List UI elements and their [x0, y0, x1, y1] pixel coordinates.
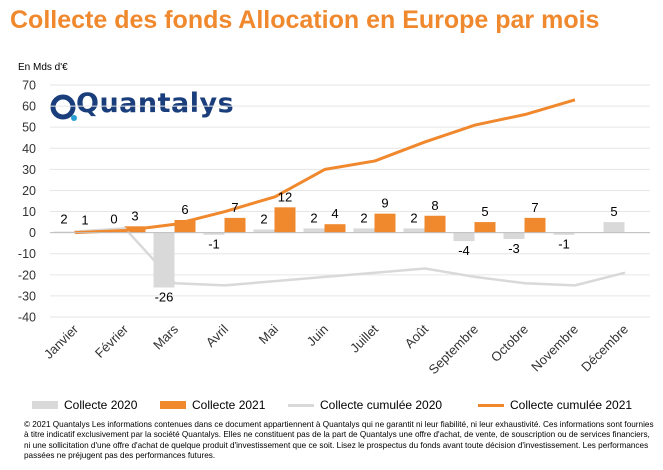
- x-category-label: Octobre: [488, 322, 531, 365]
- bar-collecte-2021: [374, 213, 396, 233]
- bar-collecte-2021: [224, 217, 246, 233]
- data-label-collecte-2021: 5: [481, 204, 488, 219]
- data-label-collecte-2021: 9: [381, 196, 388, 211]
- data-label-collecte-2021: 12: [278, 189, 292, 204]
- bar-collecte-2020: [353, 228, 375, 233]
- bar-collecte-2021: [524, 217, 546, 233]
- legend-item-collecte-2021: Collecte 2021: [160, 398, 265, 412]
- y-axis-unit-label: En Mds d'€: [18, 62, 68, 73]
- y-tick-label: -40: [18, 311, 36, 325]
- legend-swatch-collecte-2021: [160, 401, 186, 409]
- y-tick-label: 10: [22, 205, 36, 219]
- legend-swatch-cumul-2020: [288, 403, 314, 407]
- bar-collecte-2020: [153, 232, 175, 288]
- y-tick-label: 30: [22, 163, 36, 177]
- legend-item-cumul-2021: Collecte cumulée 2021: [478, 398, 632, 412]
- data-labels: 2 0 -26 -1 2 2 2 2 -4 -3 -1 5 1 3 6 7 12 4 9 8 5 7: [60, 189, 617, 304]
- x-category-label: Juillet: [347, 321, 381, 355]
- y-tick-label: -20: [18, 268, 36, 282]
- data-label-collecte-2020: 2: [410, 210, 417, 225]
- disclaimer-text: © 2021 Quantalys Les informations conten…: [24, 420, 654, 460]
- data-label-collecte-2021: 4: [331, 206, 338, 221]
- data-label-collecte-2020: 2: [360, 210, 367, 225]
- quantalys-logo: Quantalys: [50, 88, 234, 128]
- bar-collecte-2020: [303, 228, 325, 233]
- data-label-collecte-2021: 6: [181, 202, 188, 217]
- y-tick-label: 0: [29, 226, 36, 240]
- x-category-label: Septembre: [426, 322, 482, 378]
- bar-collecte-2021: [424, 215, 446, 233]
- data-label-collecte-2021: 3: [131, 208, 138, 223]
- data-label-collecte-2020: -4: [458, 243, 470, 258]
- data-label-collecte-2020: -1: [558, 237, 570, 252]
- y-tick-label: 50: [22, 121, 36, 135]
- legend-item-cumul-2020: Collecte cumulée 2020: [288, 398, 442, 412]
- y-tick-label: 70: [22, 79, 36, 93]
- bar-collecte-2020: [553, 232, 575, 235]
- data-label-collecte-2020: 5: [610, 204, 617, 219]
- bar-collecte-2020: [453, 232, 475, 242]
- x-category-label: Mars: [150, 321, 181, 352]
- legend-label-collecte-2020: Collecte 2020: [64, 398, 138, 412]
- legend-swatch-collecte-2020: [32, 401, 58, 409]
- bar-collecte-2020: [53, 231, 75, 233]
- bar-collecte-2020: [203, 232, 225, 235]
- x-category-label: Août: [402, 321, 432, 351]
- bar-collecte-2021: [274, 207, 296, 233]
- lines: [74, 98, 626, 287]
- x-category-label: Janvier: [41, 321, 82, 362]
- line-cumul-2021: [74, 98, 576, 235]
- x-category-label: Avril: [203, 321, 231, 349]
- bar-collecte-2021: [474, 222, 496, 233]
- quantalys-logo-mark: [50, 94, 77, 121]
- x-category-label: Mai: [256, 321, 281, 346]
- y-tick-label: -30: [18, 289, 36, 303]
- x-category-label: Février: [92, 321, 132, 361]
- data-label-collecte-2020: -3: [508, 241, 520, 256]
- data-label-collecte-2021: 7: [231, 200, 238, 215]
- y-tick-label: 20: [22, 184, 36, 198]
- legend-item-collecte-2020: Collecte 2020: [32, 398, 137, 412]
- legend-swatch-cumul-2021: [478, 403, 504, 407]
- x-category-label: Novembre: [528, 322, 581, 375]
- line-cumul-2020: [74, 227, 626, 287]
- legend-label-cumul-2020: Collecte cumulée 2020: [320, 398, 443, 412]
- y-tick-label: 60: [22, 100, 36, 114]
- legend: Collecte 2020 Collecte 2021 Collecte cum…: [32, 398, 662, 414]
- data-label-collecte-2020: 0: [110, 212, 117, 227]
- data-label-collecte-2021: 7: [531, 200, 538, 215]
- data-label-collecte-2021: 1: [81, 213, 88, 228]
- chart-title: Collecte des fonds Allocation en Europe …: [10, 6, 600, 34]
- y-tick-label: 40: [22, 142, 36, 156]
- logo-text: Quantalys: [76, 88, 235, 119]
- data-label-collecte-2020: -26: [155, 289, 174, 304]
- bar-collecte-2020: [403, 228, 425, 233]
- data-label-collecte-2020: 2: [310, 210, 317, 225]
- data-label-collecte-2020: 2: [260, 211, 267, 226]
- y-tick-label: -10: [18, 247, 36, 261]
- bar-collecte-2020: [253, 229, 275, 233]
- legend-label-cumul-2021: Collecte cumulée 2021: [510, 398, 633, 412]
- x-category-label: Juin: [304, 322, 331, 349]
- bar-collecte-2021: [324, 224, 346, 233]
- grid-lines: [50, 84, 650, 318]
- x-category-label: Décembre: [578, 322, 631, 375]
- legend-label-collecte-2021: Collecte 2021: [192, 398, 266, 412]
- bar-collecte-2020: [603, 222, 625, 233]
- data-label-collecte-2020: 2: [60, 212, 67, 227]
- data-label-collecte-2021: 8: [431, 198, 438, 213]
- bar-collecte-2020: [503, 232, 525, 239]
- data-label-collecte-2020: -1: [208, 237, 220, 252]
